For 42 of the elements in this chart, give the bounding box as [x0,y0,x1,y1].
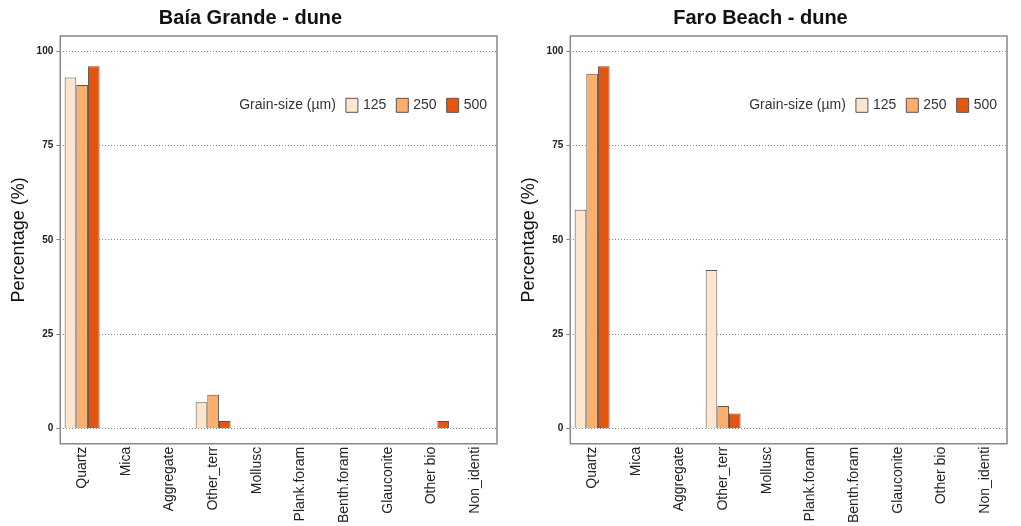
x-tick-label: Plank.foram [291,446,308,522]
y-tick-label: 100 [36,44,54,56]
legend-label: 125 [362,96,387,113]
y-tick-label: 50 [552,233,564,245]
legend-label: 125 [872,96,897,113]
x-tick-label: Mica [626,446,643,477]
chart-title: Baía Grande - dune [158,5,343,28]
x-tick-label: Mollusc [757,446,774,495]
legend-title: Grain-size (µm) [239,96,336,113]
legend-title: Grain-size (µm) [749,96,846,113]
y-tick-label: 100 [546,44,564,56]
legend-label: 500 [973,96,998,113]
y-tick-label: 75 [552,139,564,151]
y-tick-label: 0 [47,422,54,434]
x-tick-label: Glauconite [378,446,395,514]
y-axis-title: Percentage (%) [517,177,538,303]
x-tick-label: Benth.foram [335,446,352,523]
y-tick-label: 25 [42,328,54,339]
x-tick-label: Mollusc [247,446,264,495]
x-tick-label: Aggregate [160,446,177,512]
y-tick-label: 50 [42,233,54,245]
x-tick-label: Benth.foram [845,446,862,523]
legend-label: 250 [923,96,947,113]
y-tick-label: 0 [557,422,564,434]
x-tick-label: Quartz [72,446,89,489]
x-tick-label: Other_terr [713,446,730,511]
x-tick-label: Other_terr [203,446,220,511]
x-tick-label: Non_identi [976,446,993,514]
x-tick-label: Glauconite [888,446,905,514]
x-tick-label: Quartz [582,446,599,489]
x-tick-label: Mica [116,446,133,477]
legend-label: 500 [463,96,488,113]
x-tick-label: Aggregate [670,446,687,512]
x-tick-label: Other bio [422,446,439,505]
x-tick-label: Non_identi [466,446,483,514]
y-tick-label: 75 [42,139,54,151]
legend-label: 250 [413,96,437,113]
x-tick-label: Plank.foram [801,446,818,522]
chart-title: Faro Beach - dune [673,5,848,28]
y-tick-label: 25 [552,328,564,339]
y-axis-title: Percentage (%) [7,177,28,303]
x-tick-label: Other bio [932,446,949,505]
